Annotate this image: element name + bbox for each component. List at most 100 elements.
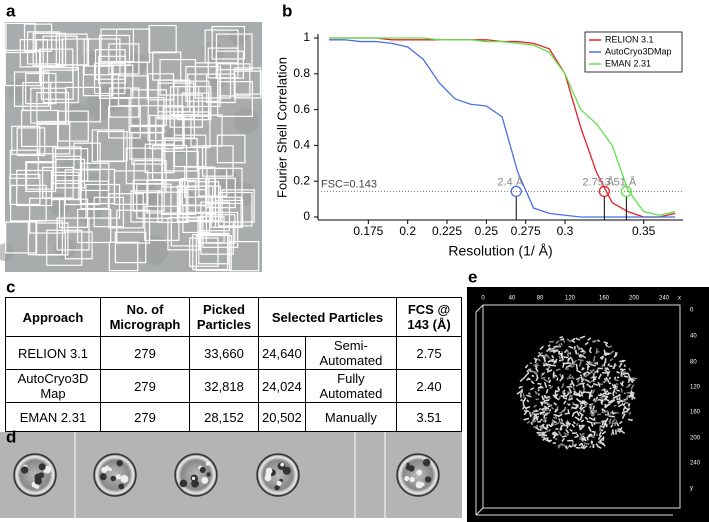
particle-box	[117, 75, 149, 107]
density-speck	[580, 376, 584, 382]
y-axis-label: 120	[690, 385, 701, 391]
particle-box	[116, 209, 151, 244]
density-speck	[569, 382, 573, 386]
density-speck	[571, 386, 576, 391]
density-speck	[571, 406, 576, 410]
density-speck	[538, 393, 540, 396]
x-tick-label: 0.2	[399, 224, 416, 238]
density-speck	[620, 388, 623, 393]
density-speck	[557, 413, 563, 418]
density-speck	[588, 379, 594, 384]
particle-box	[16, 127, 46, 157]
x-axis-label: 80	[537, 296, 544, 302]
density-speck	[543, 364, 549, 367]
density-speck	[537, 382, 542, 385]
density-speck	[561, 362, 566, 368]
density-speck	[567, 403, 571, 406]
density-speck	[553, 421, 557, 424]
density-speck	[571, 375, 575, 380]
resolution-label: 2.4 Å	[497, 175, 523, 188]
particle-box	[185, 185, 221, 221]
density-speck	[547, 423, 553, 428]
table-cell: 3.51	[396, 402, 462, 432]
density-speck	[527, 368, 532, 373]
particle-detail	[199, 466, 206, 474]
density-speck	[612, 386, 617, 390]
density-speck	[622, 412, 626, 416]
legend-label: AutoCryo3DMap	[605, 46, 672, 56]
particle-box	[46, 229, 83, 266]
density-speck	[578, 442, 583, 447]
particle-detail	[416, 469, 423, 476]
density-speck	[566, 362, 572, 365]
particle-detail	[191, 479, 199, 488]
density-speck	[591, 385, 594, 388]
density-speck	[576, 345, 581, 351]
density-speck	[623, 364, 626, 367]
density-speck	[602, 379, 609, 384]
density-speck	[584, 379, 590, 383]
density-speck	[588, 417, 595, 421]
table-cell: 24,024	[258, 369, 306, 403]
density-speck	[546, 401, 552, 407]
density-speck	[600, 425, 604, 428]
particle-box	[13, 71, 50, 107]
density-speck	[523, 374, 528, 379]
density-speck	[543, 382, 548, 388]
micrograph	[0, 22, 262, 272]
density-speck	[626, 383, 632, 389]
density-speck	[586, 420, 593, 424]
particle-box	[32, 32, 67, 67]
particle-average	[93, 453, 137, 497]
density-speck	[552, 346, 556, 350]
particle-box	[94, 49, 126, 80]
particle-detail	[120, 475, 129, 483]
particle-box	[108, 241, 139, 272]
density-speck	[623, 375, 629, 378]
particle-detail	[282, 466, 291, 475]
density-speck	[551, 406, 554, 410]
y-axis-label: 240	[690, 461, 701, 467]
density-speck	[618, 420, 623, 425]
density-speck	[571, 423, 576, 428]
density-speck	[551, 358, 555, 362]
density-speck	[563, 400, 567, 405]
density-speck	[583, 400, 588, 404]
density-speck	[550, 364, 556, 367]
density-speck	[560, 424, 564, 427]
density-speck	[553, 402, 558, 406]
density-speck	[588, 350, 592, 354]
particle-box	[147, 105, 184, 142]
density-speck	[560, 342, 563, 346]
density-speck	[548, 347, 555, 351]
density-speck	[554, 389, 559, 393]
density-speck	[568, 397, 574, 401]
density-speck	[589, 389, 593, 396]
density-speck	[603, 353, 610, 356]
density-speck	[538, 407, 542, 411]
density-speck	[613, 378, 619, 382]
density-speck	[548, 428, 552, 432]
density-speck	[572, 393, 579, 397]
particle-detail	[274, 484, 280, 491]
density-speck	[613, 404, 617, 407]
density-speck	[552, 349, 559, 354]
density-speck	[526, 420, 531, 424]
density-speck	[625, 395, 630, 401]
density-speck	[609, 387, 612, 390]
particle-detail	[118, 483, 125, 490]
density-speck	[522, 406, 525, 410]
density-speck	[527, 377, 531, 381]
density-speck	[622, 405, 626, 411]
particle-box	[211, 25, 246, 60]
density-speck	[608, 382, 612, 385]
density-speck	[522, 399, 525, 405]
density-speck	[579, 374, 583, 378]
texture	[0, 243, 14, 262]
header-cell: Picked Particles	[189, 297, 259, 337]
density-speck	[570, 358, 574, 362]
density-speck	[563, 432, 570, 436]
density-speck	[522, 393, 525, 399]
density-speck	[603, 341, 609, 345]
